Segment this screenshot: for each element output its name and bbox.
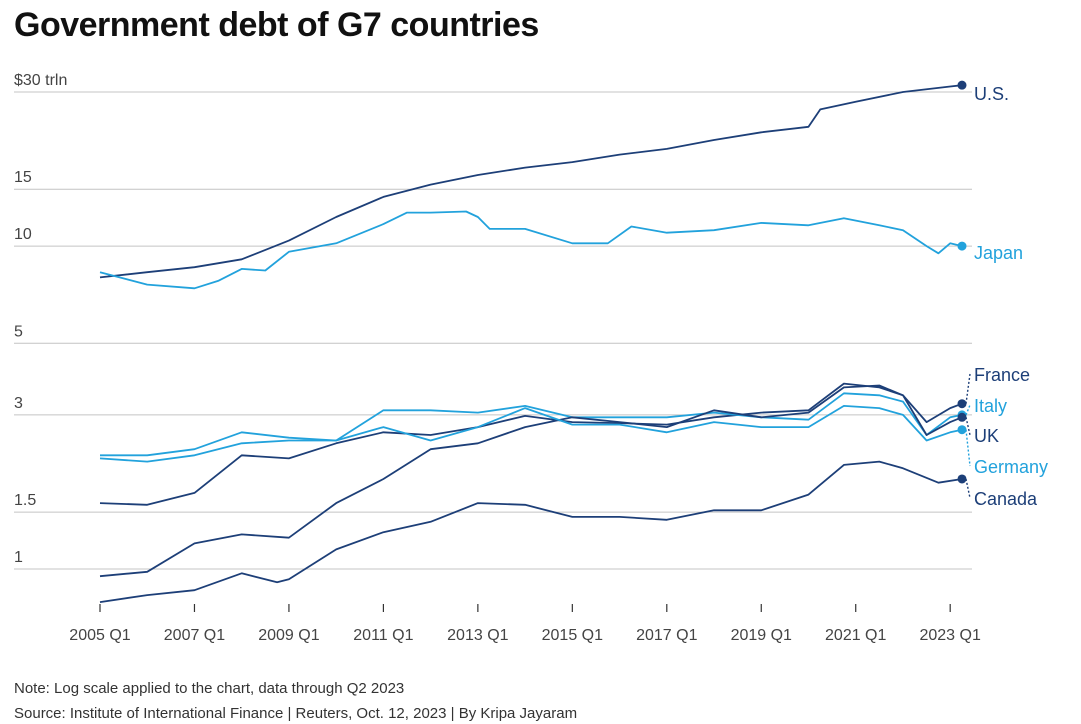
- series-line-canada: [99, 460, 963, 603]
- x-tick-label: 2013 Q1: [447, 627, 508, 644]
- series-line-italy: [99, 392, 963, 463]
- chart-title: Government debt of G7 countries: [14, 6, 539, 44]
- y-tick-label: 15: [14, 169, 32, 186]
- end-dot-canada: [957, 474, 967, 484]
- end-dot-japan: [957, 241, 967, 251]
- grid-lines: [14, 91, 972, 570]
- leader-uk: [965, 417, 971, 436]
- end-dot-germany: [957, 425, 967, 435]
- x-tick-label: 2015 Q1: [542, 627, 603, 644]
- y-tick-label: 3: [14, 395, 23, 412]
- series-label-canada: Canada: [974, 489, 1038, 509]
- x-tick-label: 2009 Q1: [258, 627, 319, 644]
- series-label-germany: Germany: [974, 457, 1048, 477]
- x-tick-label: 2021 Q1: [825, 627, 886, 644]
- y-tick-label: 5: [14, 323, 23, 340]
- end-dot-france: [957, 399, 967, 409]
- series-lines: [99, 80, 967, 603]
- y-axis-ticks: $30 trln 15 10 5 3 1.5 1: [14, 72, 67, 566]
- x-tick-label: 2007 Q1: [164, 627, 225, 644]
- leader-canada: [965, 478, 971, 499]
- series-line-japan: [99, 210, 963, 290]
- y-tick-label: $30 trln: [14, 72, 67, 89]
- series-line-uk: [99, 384, 963, 578]
- y-tick-label: 10: [14, 226, 32, 243]
- series-line-germany: [100, 405, 963, 457]
- leader-italy: [965, 404, 971, 416]
- x-tick-label: 2011 Q1: [353, 627, 413, 644]
- end-dot-uk: [957, 412, 967, 422]
- series-label-italy: Italy: [974, 396, 1007, 416]
- series-label-u-s: U.S.: [974, 84, 1009, 104]
- series-label-france: France: [974, 365, 1030, 385]
- series-labels: U.S. Japan France Italy UK Germany Canada: [965, 84, 1048, 509]
- leader-france: [965, 373, 971, 404]
- end-dot-u-s: [957, 80, 967, 90]
- series-label-japan: Japan: [974, 243, 1023, 263]
- chart-source: Source: Institute of International Finan…: [14, 705, 578, 722]
- series-line-u-s: [99, 84, 963, 279]
- leader-germany: [965, 429, 971, 467]
- y-tick-label: 1: [14, 549, 23, 566]
- series-label-uk: UK: [974, 426, 999, 446]
- x-tick-label: 2005 Q1: [69, 627, 130, 644]
- x-tick-label: 2017 Q1: [636, 627, 697, 644]
- x-tick-label: 2023 Q1: [919, 627, 980, 644]
- x-axis-ticks: 2005 Q1 2007 Q1 2009 Q1 2011 Q1 2013 Q1 2015 …: [69, 604, 981, 644]
- x-tick-label: 2019 Q1: [731, 627, 792, 644]
- line-chart: $30 trln 15 10 5 3 1.5 1 2005 Q1 2007 Q1 2009 Q1…: [14, 72, 1048, 644]
- chart-note: Note: Log scale applied to the chart, da…: [14, 680, 405, 697]
- y-tick-label: 1.5: [14, 492, 36, 509]
